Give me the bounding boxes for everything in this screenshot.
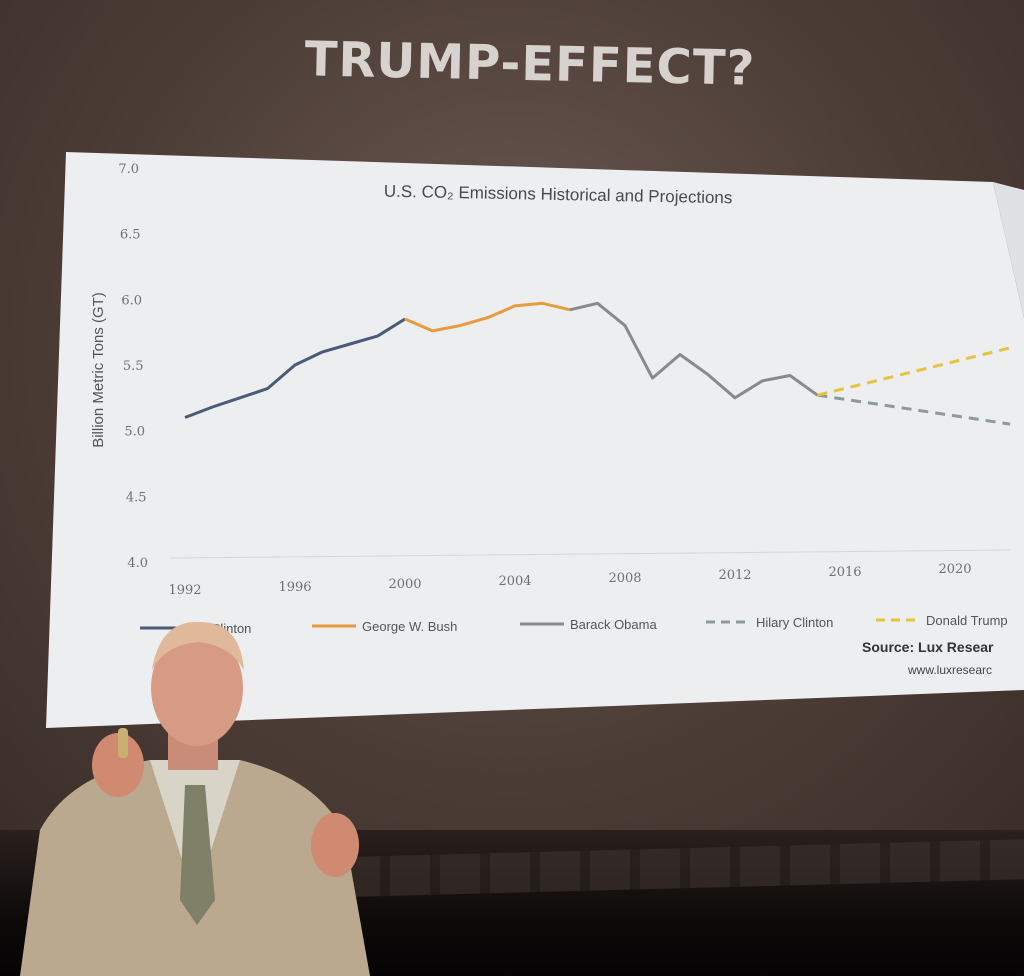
- y-tick-label: 6.5: [120, 228, 141, 243]
- y-tick-label: 5.0: [124, 425, 145, 440]
- series-line-1: [404, 301, 571, 333]
- series-line-2: [569, 301, 819, 400]
- series-lines: [184, 301, 1011, 426]
- chart-background: [46, 152, 1024, 728]
- legend-label: George W. Bush: [362, 619, 457, 634]
- y-tick-label: 4.0: [127, 556, 148, 571]
- x-tick-label: 2008: [608, 571, 641, 586]
- y-tick-label: 4.5: [126, 490, 147, 505]
- y-tick-label: 6.0: [121, 293, 142, 308]
- speaker-head: [151, 630, 243, 746]
- x-tick-label: 2004: [498, 574, 531, 589]
- x-tick-label: 1996: [278, 580, 311, 595]
- x-tick-label: 1992: [168, 583, 201, 598]
- x-tick-label: 2000: [388, 577, 421, 592]
- speaker-left-hand: [92, 733, 144, 797]
- x-axis-line: [169, 549, 1011, 559]
- x-tick-label: 2020: [938, 562, 971, 577]
- speaker-hair: [152, 621, 244, 670]
- chart-background-edge: [993, 182, 1024, 318]
- y-axis-ticks: 4.0 4.5 5.0 5.5 6.0 6.5 7.0: [118, 162, 1011, 571]
- source-url: www.luxresearc: [907, 663, 992, 677]
- legend-label: Hilary Clinton: [756, 615, 833, 630]
- series-line-0: [184, 317, 406, 419]
- speaker-figure: [20, 621, 370, 976]
- x-axis-ticks: 1992 1996 2000 2004 2008 2012 2016 2020: [168, 562, 971, 598]
- y-tick-label: 5.5: [123, 359, 144, 374]
- speaker-right-hand: [311, 813, 359, 877]
- x-tick-label: 2016: [828, 565, 861, 580]
- clicker: [118, 728, 128, 758]
- y-axis-label: Billion Metric Tons (GT): [90, 292, 107, 448]
- y-tick-label: 7.0: [118, 162, 139, 177]
- speaker-tie: [180, 785, 215, 925]
- x-tick-label: 2012: [718, 568, 751, 583]
- legend-label: Barack Obama: [570, 617, 657, 632]
- legend-label: Donald Trump: [926, 613, 1008, 628]
- chart: U.S. CO₂ Emissions Historical and Projec…: [46, 152, 1024, 728]
- source-label: Source: Lux Resear: [862, 639, 994, 655]
- series-line-3: [817, 393, 1011, 426]
